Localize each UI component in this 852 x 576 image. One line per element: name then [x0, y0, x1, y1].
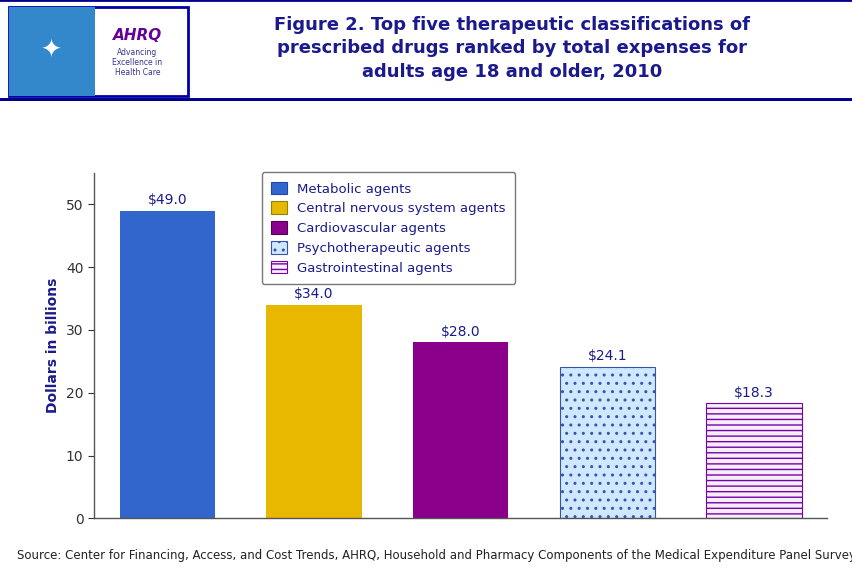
- Text: ✦: ✦: [41, 39, 62, 62]
- Text: Source: Center for Financing, Access, and Cost Trends, AHRQ, Household and Pharm: Source: Center for Financing, Access, an…: [17, 548, 852, 562]
- Text: $49.0: $49.0: [147, 193, 187, 207]
- Text: AHRQ: AHRQ: [112, 28, 162, 43]
- Text: Advancing
Excellence in
Health Care: Advancing Excellence in Health Care: [112, 48, 163, 77]
- Bar: [559, 367, 654, 518]
- Text: Figure 2. Top five therapeutic classifications of
prescribed drugs ranked by tot: Figure 2. Top five therapeutic classific…: [273, 16, 749, 81]
- Bar: [9, 7, 187, 96]
- Bar: [705, 403, 801, 518]
- Text: $28.0: $28.0: [440, 325, 480, 339]
- Bar: [119, 210, 215, 518]
- Text: $24.1: $24.1: [587, 349, 626, 363]
- Text: $18.3: $18.3: [734, 386, 773, 400]
- Bar: [412, 343, 508, 518]
- Text: $34.0: $34.0: [294, 287, 333, 301]
- Bar: [9, 7, 95, 96]
- Legend: Metabolic agents, Central nervous system agents, Cardiovascular agents, Psychoth: Metabolic agents, Central nervous system…: [262, 172, 515, 284]
- Bar: [266, 305, 361, 518]
- Y-axis label: Dollars in billions: Dollars in billions: [46, 278, 60, 414]
